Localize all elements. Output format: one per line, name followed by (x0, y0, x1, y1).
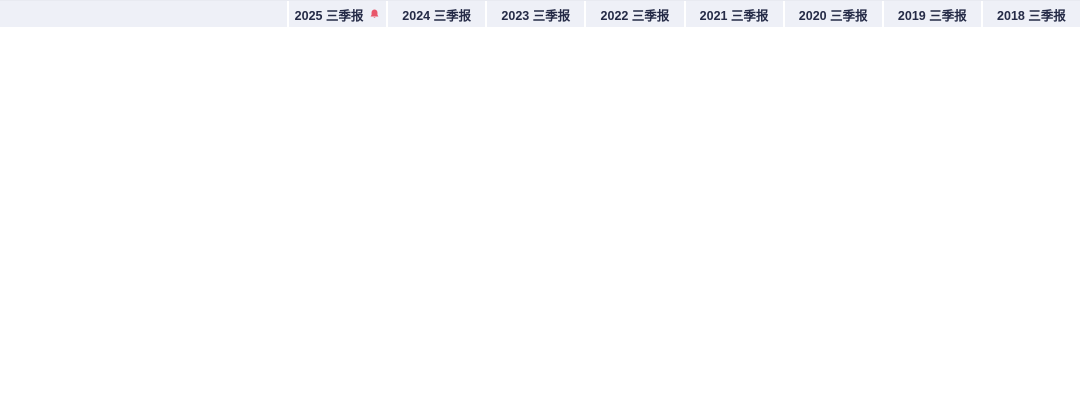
column-header[interactable]: 2019 三季报 (881, 1, 981, 27)
column-header-label: 2019 三季报 (897, 8, 967, 23)
header-row: 2025 三季报 2024 三季报 2023 三季报 2022 三季报 2021… (0, 1, 1080, 27)
column-header[interactable]: 2020 三季报 (782, 1, 882, 27)
column-header[interactable]: 2025 三季报 (287, 1, 386, 27)
column-header-label: 2020 三季报 (798, 8, 868, 23)
alert-bell-icon[interactable] (369, 8, 380, 20)
column-header-label: 2024 三季报 (402, 8, 472, 23)
column-header-label: 2021 三季报 (699, 8, 769, 23)
column-header[interactable]: 2023 三季报 (485, 1, 584, 27)
column-header-label: 2025 三季报 (294, 8, 364, 23)
column-header-label: 2022 三季报 (600, 8, 670, 23)
column-header[interactable]: 2018 三季报 (980, 1, 1080, 27)
column-header[interactable]: 2022 三季报 (584, 1, 683, 27)
column-header-label: 2023 三季报 (501, 8, 571, 23)
column-header[interactable]: 2024 三季报 (386, 1, 485, 27)
column-header-label: 2018 三季报 (997, 8, 1066, 23)
column-header[interactable]: 2021 三季报 (683, 1, 783, 27)
header-label-spacer (0, 1, 287, 27)
